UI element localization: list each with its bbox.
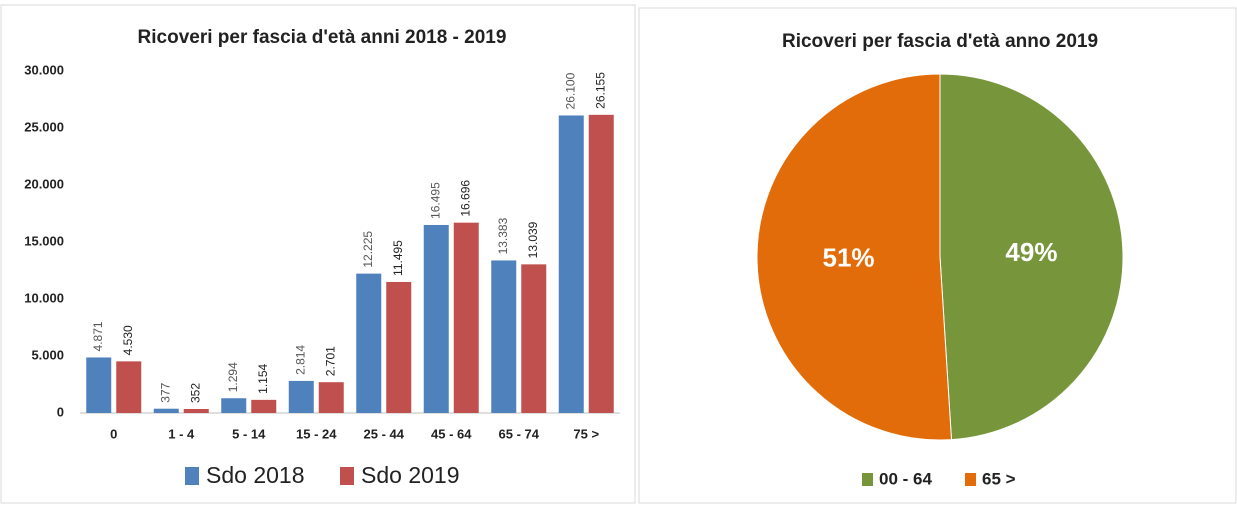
bar — [86, 357, 112, 413]
y-tick-label: 30.000 — [24, 62, 64, 77]
legend-swatch — [340, 467, 354, 485]
pie-label: 49% — [1005, 237, 1057, 267]
value-label: 4.530 — [121, 325, 135, 355]
bar — [521, 264, 547, 413]
y-tick-label: 10.000 — [24, 290, 64, 305]
value-label: 16.495 — [428, 182, 442, 219]
bar — [491, 260, 517, 413]
x-tick-label: 1 - 4 — [168, 426, 195, 441]
legend-label: 00 - 64 — [879, 469, 932, 488]
value-label: 13.039 — [526, 221, 540, 258]
bar — [386, 281, 412, 413]
value-label: 2.701 — [323, 346, 337, 376]
x-tick-label: 5 - 14 — [232, 426, 266, 441]
value-label: 26.100 — [563, 72, 577, 109]
bar — [116, 361, 142, 413]
legend-label: Sdo 2018 — [206, 462, 304, 488]
bar — [183, 408, 209, 413]
bar — [221, 398, 247, 413]
value-label: 12.225 — [361, 231, 375, 268]
value-label: 16.696 — [458, 180, 472, 217]
x-tick-label: 75 > — [573, 426, 599, 441]
bar — [288, 380, 314, 413]
legend-swatch — [965, 473, 976, 486]
bar-panel — [0, 4, 636, 504]
value-label: 11.495 — [391, 240, 405, 276]
value-label: 1.294 — [226, 362, 240, 392]
bar — [356, 273, 382, 413]
x-tick-label: 45 - 64 — [431, 426, 472, 441]
legend-label: 65 > — [982, 469, 1016, 488]
pie-slice — [939, 73, 1124, 441]
y-tick-label: 15.000 — [24, 233, 64, 248]
x-tick-label: 15 - 24 — [296, 426, 337, 441]
value-label: 352 — [188, 383, 202, 403]
y-tick-label: 25.000 — [24, 119, 64, 134]
legend-swatch — [862, 473, 873, 486]
value-label: 1.154 — [256, 363, 270, 393]
x-tick-label: 25 - 44 — [364, 426, 405, 441]
value-label: 13.383 — [496, 217, 510, 254]
bar — [423, 224, 449, 413]
pie-title: Ricoveri per fascia d'età anno 2019 — [782, 31, 1098, 52]
bar-title: Ricoveri per fascia d'età anni 2018 - 20… — [138, 27, 507, 48]
value-label: 377 — [158, 382, 172, 402]
bar — [453, 222, 479, 413]
y-tick-label: 0 — [57, 404, 64, 419]
value-label: 26.155 — [593, 72, 607, 109]
y-tick-label: 20.000 — [24, 176, 64, 191]
legend-swatch — [185, 467, 199, 485]
legend-label: Sdo 2019 — [361, 462, 459, 488]
x-tick-label: 0 — [110, 426, 117, 441]
y-tick-label: 5.000 — [31, 347, 64, 362]
value-label: 2.814 — [293, 345, 307, 375]
pie-label: 51% — [823, 243, 875, 273]
bar — [558, 115, 584, 414]
bar — [588, 114, 614, 413]
bar — [318, 382, 344, 413]
value-label: 4.871 — [91, 321, 105, 351]
bar — [251, 399, 277, 413]
x-tick-label: 65 - 74 — [499, 426, 540, 441]
pie-slice — [756, 73, 953, 441]
bar — [153, 408, 179, 413]
